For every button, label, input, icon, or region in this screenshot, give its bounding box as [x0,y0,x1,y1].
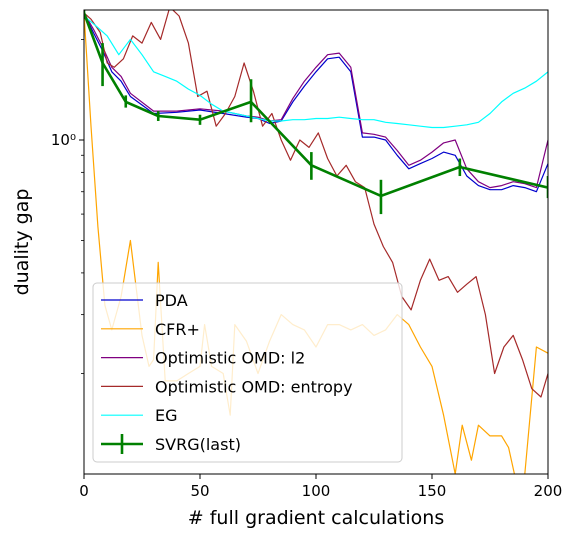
legend-label: EG [155,406,178,425]
x-axis-label: # full gradient calculations [188,507,444,529]
x-tick-label: 100 [302,482,331,500]
legend-box [92,282,403,463]
y-tick-label: 10⁰ [51,131,76,149]
x-tick-label: 50 [190,482,209,500]
legend-label: CFR+ [155,320,200,339]
series-line-svrg-last [84,12,548,198]
series-line-optimistic-omd-l2 [84,12,548,189]
series-line-optimistic-omd-entropy [84,10,548,398]
x-tick-label: 200 [534,482,563,500]
y-axis-label: duality gap [11,189,33,296]
x-axis: 0 50 100 150 200 [79,474,562,500]
series-line-eg [84,15,548,129]
x-tick-label: 0 [79,482,89,500]
y-axis: 10⁰ [51,39,84,374]
legend-label: SVRG(last) [155,435,241,454]
x-tick-label: 150 [418,482,447,500]
legend-label: PDA [155,291,188,310]
legend-label: Optimistic OMD: entropy [155,377,353,396]
legend-label: Optimistic OMD: l2 [155,349,305,368]
legend: PDA CFR+ Optimistic OMD: l2 Optimistic OMD:… [92,282,403,463]
